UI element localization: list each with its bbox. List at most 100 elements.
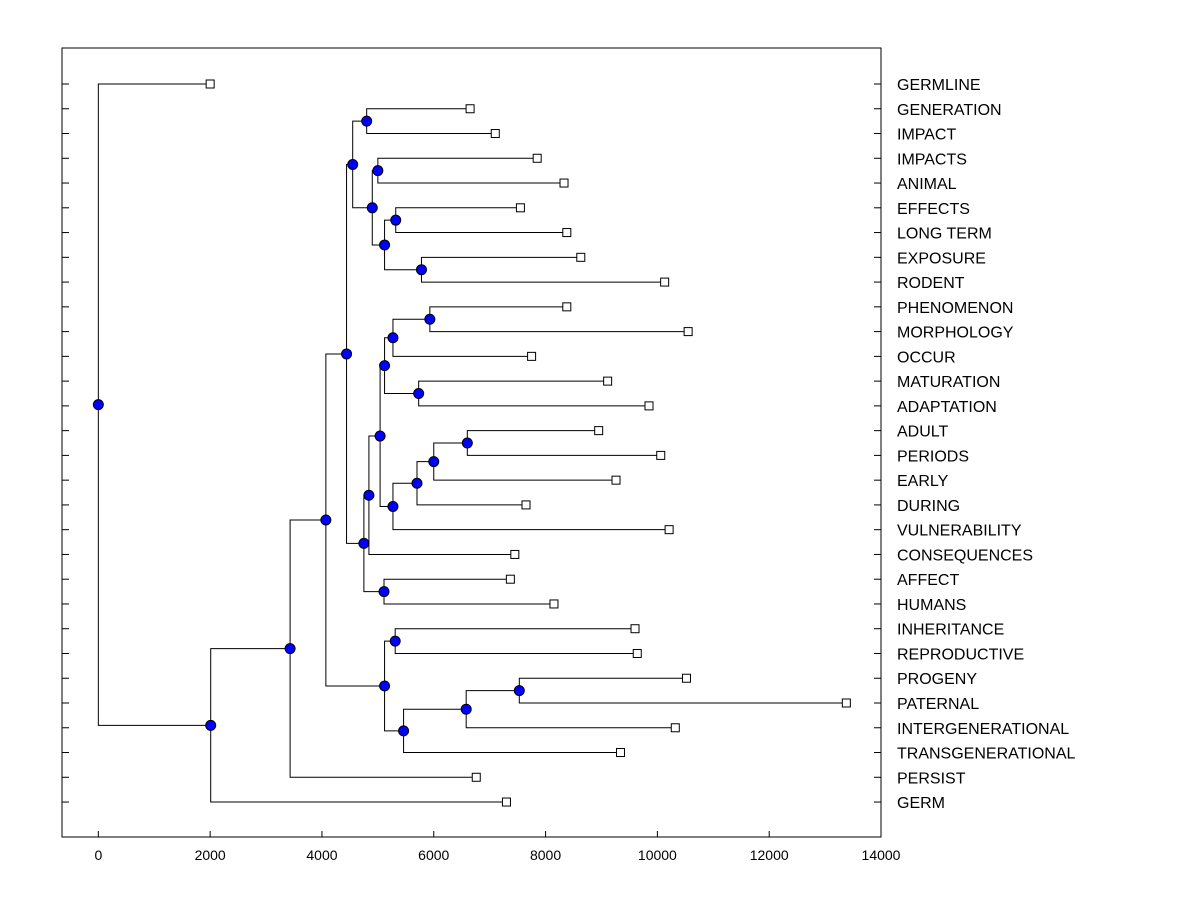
node-marker-n28 [205, 719, 217, 731]
link-n25-n24 [384, 685, 404, 732]
link-n28-germ [210, 725, 507, 803]
link-n16-n15 [379, 436, 393, 507]
x-axis: 0 2000 4000 6000 8000 10000 12000 14000 [94, 831, 901, 863]
link-n22-progeny [518, 677, 687, 691]
node-marker-n4 [415, 264, 427, 276]
leaf-label-vulnerability: VULNERABILITY [897, 523, 1022, 540]
link-n13-n12 [433, 442, 468, 462]
link-n20-n19 [346, 353, 364, 544]
leaf-marker-persist [471, 772, 481, 782]
x-tick-label-10000: 10000 [638, 847, 677, 863]
x-tick-label-4000: 4000 [306, 847, 337, 863]
link-n14-n13 [416, 461, 434, 484]
link-n9-occur [392, 337, 532, 357]
node-marker-n7 [347, 158, 359, 170]
node-marker-n5 [379, 239, 391, 251]
link-n6-n2 [371, 170, 378, 208]
link-n1-impact [366, 121, 496, 135]
leaf-label-adaptation: ADAPTATION [897, 399, 997, 416]
link-n17-n16 [368, 435, 381, 496]
leaf-marker-transgenerational [615, 748, 625, 758]
link-n13-early [433, 461, 617, 481]
link-n10-maturation [418, 380, 608, 394]
link-n2-animal [377, 170, 565, 184]
link-n3-long-term [395, 220, 567, 234]
node-marker-n21 [389, 635, 401, 647]
link-n15-vulnerability [392, 506, 670, 531]
node-marker-n6 [366, 202, 378, 214]
leaf-label-effects: EFFECTS [897, 201, 970, 218]
node-marker-n25 [379, 680, 391, 692]
link-n5-n4 [384, 244, 422, 271]
link-n19-n18 [363, 543, 385, 593]
leaf-marker-impacts [532, 153, 542, 163]
leaf-label-maturation: MATURATION [897, 374, 1000, 391]
link-n26-n25 [325, 519, 385, 687]
leaf-label-periods: PERIODS [897, 448, 969, 465]
node-marker-n13 [428, 456, 440, 468]
leaf-label-inheritance: INHERITANCE [897, 622, 1004, 639]
plot-frame [61, 47, 882, 838]
link-n17-consequences [368, 495, 515, 555]
node-marker-n3 [390, 214, 402, 226]
leaf-label-paternal: PATERNAL [897, 696, 979, 713]
link-n18-humans [383, 591, 554, 605]
node-marker-n8 [424, 313, 436, 325]
leaf-marker-effects [515, 203, 525, 213]
node-marker-n27 [284, 643, 296, 655]
node-marker-n24 [398, 725, 410, 737]
leaf-marker-germline [205, 79, 215, 89]
leaf-marker-maturation [603, 376, 613, 386]
link-n26-n20 [325, 353, 347, 520]
leaf-marker-occur [527, 351, 537, 361]
leaf-marker-humans [549, 599, 559, 609]
node-marker-n16 [374, 430, 386, 442]
leaf-markers [205, 79, 851, 807]
link-n11-n10 [384, 365, 419, 394]
leaf-label-early: EARLY [897, 473, 949, 490]
link-n23-intergenerational [465, 709, 676, 729]
leaf-marker-germ [501, 797, 511, 807]
leaf-label-germ: GERM [897, 795, 945, 812]
link-n29-germline [97, 83, 211, 405]
node-marker-n20 [341, 348, 353, 360]
leaf-labels: GERMLINE GENERATION IMPACT IMPACTS ANIMAL EFF… [897, 77, 1076, 812]
leaf-label-during: DURING [897, 498, 960, 515]
leaf-marker-vulnerability [664, 525, 674, 535]
node-marker-n1 [361, 115, 373, 127]
leaf-marker-morphology [683, 327, 693, 337]
node-marker-n26 [320, 514, 332, 526]
link-n24-transgenerational [403, 730, 621, 754]
leaf-marker-affect [505, 574, 515, 584]
leaf-marker-intergenerational [670, 723, 680, 733]
leaf-label-phenomenon: PHENOMENON [897, 300, 1013, 317]
leaf-label-affect: AFFECT [897, 572, 959, 589]
node-marker-n29 [92, 399, 104, 411]
link-n29-n28 [97, 404, 211, 726]
x-tick-label-12000: 12000 [750, 847, 789, 863]
leaf-marker-rodent [660, 277, 670, 287]
link-n15-n14 [392, 482, 417, 507]
leaf-label-impact: IMPACT [897, 127, 956, 144]
leaf-label-humans: HUMANS [897, 597, 966, 614]
leaf-label-transgenerational: TRANSGENERATIONAL [897, 746, 1076, 763]
link-n21-inheritance [394, 628, 636, 642]
node-marker-n12 [461, 437, 473, 449]
node-marker-n14 [411, 477, 423, 489]
link-n22-paternal [518, 690, 847, 704]
link-n12-adult [466, 430, 599, 444]
leaf-label-occur: OCCUR [897, 349, 956, 366]
leaf-marker-progeny [681, 673, 691, 683]
link-n27-n26 [289, 519, 326, 649]
link-n25-n21 [384, 640, 396, 686]
leaf-marker-adult [594, 426, 604, 436]
node-marker-n17 [363, 489, 375, 501]
node-marker-n11 [379, 360, 391, 372]
link-n7-n1 [352, 120, 367, 165]
link-n16-n11 [379, 365, 385, 437]
x-tick-label-6000: 6000 [418, 847, 449, 863]
leaf-marker-consequences [510, 549, 520, 559]
leaf-label-exposure: EXPOSURE [897, 250, 986, 267]
leaf-label-germline: GERMLINE [897, 77, 981, 94]
